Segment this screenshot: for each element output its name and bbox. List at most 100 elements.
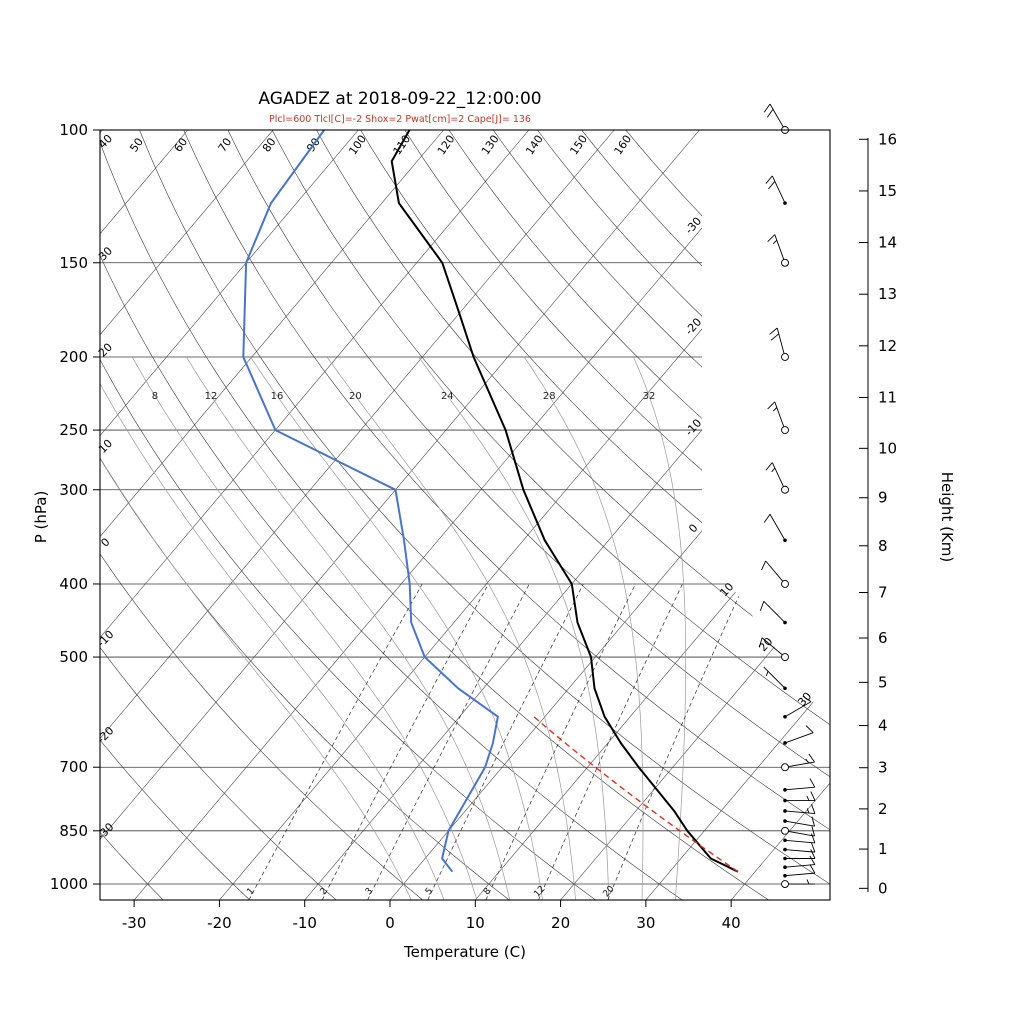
svg-text:10: 10	[717, 580, 736, 599]
svg-text:0: 0	[686, 521, 700, 535]
height-tick-label: 5	[878, 673, 888, 691]
pressure-tick-label: 850	[59, 822, 88, 840]
wind-barb	[783, 804, 816, 815]
wind-barb	[783, 695, 812, 719]
pressure-tick-label: 300	[59, 481, 88, 499]
station-dot-filled	[783, 686, 787, 691]
station-dot-filled	[783, 798, 787, 803]
wind-barb	[763, 514, 787, 543]
wind-barb	[765, 462, 789, 494]
svg-text:70: 70	[216, 135, 235, 154]
height-tick-label: 2	[878, 800, 888, 818]
station-circle-open	[781, 353, 789, 361]
wind-barb	[781, 826, 815, 837]
pressure-tick-label: 700	[59, 758, 88, 776]
svg-text:3: 3	[364, 886, 375, 897]
station-dot-filled	[783, 809, 787, 813]
svg-text:20: 20	[349, 391, 362, 402]
wind-barb	[759, 601, 787, 625]
svg-text:30: 30	[795, 690, 814, 709]
x-axis-title: Temperature (C)	[403, 943, 526, 961]
station-circle-open	[781, 826, 789, 835]
temperature-curve	[390, 129, 739, 873]
svg-text:-10: -10	[683, 416, 705, 438]
pressure-tick-label: 100	[59, 121, 88, 139]
height-tick-label: 13	[878, 285, 897, 303]
station-circle-open	[781, 763, 789, 772]
svg-text:-10: -10	[95, 628, 117, 650]
temperature-tick-label: 10	[466, 914, 485, 932]
station-dot-filled	[783, 714, 787, 719]
height-tick-label: 3	[878, 759, 888, 777]
temperature-tick-label: 30	[636, 914, 655, 932]
pressure-tick-label: 200	[59, 348, 88, 366]
svg-text:20: 20	[756, 635, 775, 654]
height-tick-label: 6	[878, 629, 888, 647]
station-dot-filled	[783, 788, 787, 792]
dewpoint-curve	[242, 129, 499, 873]
height-tick-label: 11	[878, 388, 897, 406]
svg-text:16: 16	[271, 391, 284, 402]
wind-barb	[765, 175, 787, 205]
pressure-tick-label: 250	[59, 421, 88, 439]
height-tick-label: 4	[878, 717, 888, 735]
svg-text:100: 100	[346, 133, 369, 158]
svg-text:10: 10	[96, 437, 115, 456]
wind-barb	[783, 842, 816, 853]
height-tick-label: 1	[878, 840, 888, 858]
station-dot-filled	[783, 847, 787, 852]
height-tick-label: 16	[878, 130, 897, 148]
temperature-tick-label: -30	[122, 914, 147, 932]
left-y-axis-title: P (hPa)	[32, 491, 50, 544]
station-circle-open	[781, 258, 789, 267]
svg-text:12: 12	[532, 884, 547, 899]
station-circle-open	[781, 880, 789, 888]
temperature-tick-label: -10	[292, 914, 317, 932]
pressure-tick-label: 150	[59, 254, 88, 272]
height-tick-label: 15	[878, 182, 897, 200]
svg-text:8: 8	[482, 886, 493, 897]
height-tick-label: 7	[878, 584, 888, 602]
svg-text:5: 5	[424, 886, 435, 897]
station-dot-filled	[783, 620, 787, 625]
wind-barb	[769, 327, 789, 361]
wind-barb	[783, 791, 816, 803]
station-dot-filled	[783, 819, 787, 823]
pressure-tick-label: 500	[59, 648, 88, 666]
station-dot-filled	[783, 856, 787, 861]
svg-text:24: 24	[441, 391, 454, 402]
wind-barb-column	[758, 103, 816, 888]
station-dot-filled	[783, 873, 787, 878]
skewt-grid-layer	[100, 130, 830, 900]
height-tick-label: 12	[878, 337, 897, 355]
station-circle-open	[781, 426, 789, 435]
chart-title: AGADEZ at 2018-09-22_12:00:00	[258, 89, 541, 109]
svg-text:20: 20	[602, 884, 617, 899]
pressure-tick-label: 1000	[50, 875, 88, 893]
svg-text:-20: -20	[95, 724, 117, 746]
svg-text:0: 0	[98, 536, 112, 550]
wind-barb	[781, 753, 815, 772]
station-dot-filled	[783, 865, 787, 870]
temperature-tick-label: 40	[722, 914, 741, 932]
wind-barb	[763, 103, 789, 134]
wind-barb	[783, 849, 816, 861]
wind-barb	[783, 816, 815, 827]
height-tick-label: 14	[878, 234, 897, 252]
svg-text:8: 8	[152, 391, 158, 402]
pressure-tick-label: 400	[59, 575, 88, 593]
svg-text:28: 28	[543, 391, 556, 402]
height-tick-label: 9	[878, 489, 888, 507]
wind-barb	[783, 864, 816, 878]
wind-barb	[763, 666, 787, 691]
svg-text:2: 2	[319, 886, 330, 897]
parcel-ascent-line	[533, 716, 739, 873]
wind-barb	[767, 234, 789, 267]
wind-barb	[767, 401, 789, 435]
station-circle-open	[781, 580, 789, 588]
height-tick-label: 0	[878, 879, 888, 897]
svg-text:80: 80	[260, 135, 279, 154]
